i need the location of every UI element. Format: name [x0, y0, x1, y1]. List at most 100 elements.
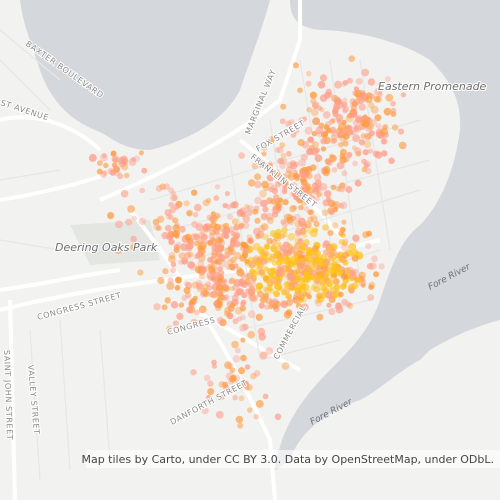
point — [115, 220, 123, 229]
point — [227, 312, 233, 318]
point — [352, 160, 358, 167]
point — [231, 201, 239, 209]
point — [223, 222, 230, 229]
point — [303, 206, 309, 212]
point — [238, 367, 246, 375]
point — [184, 251, 192, 259]
point — [238, 385, 243, 391]
point — [281, 232, 288, 238]
point — [323, 190, 332, 198]
point — [191, 189, 198, 196]
point — [293, 213, 301, 221]
point — [250, 270, 258, 278]
point — [304, 292, 310, 298]
point — [360, 119, 367, 127]
point — [288, 119, 296, 127]
point — [133, 155, 141, 162]
point — [130, 235, 137, 243]
point — [341, 243, 349, 252]
point — [229, 286, 235, 291]
point — [247, 282, 253, 288]
point — [229, 367, 236, 373]
point — [336, 101, 345, 110]
point — [330, 184, 337, 190]
point — [232, 395, 238, 401]
point — [238, 152, 246, 160]
point — [273, 194, 280, 201]
point — [170, 190, 177, 196]
point — [342, 140, 349, 147]
point — [254, 180, 262, 189]
point — [333, 284, 341, 291]
point — [290, 255, 298, 264]
point — [314, 278, 321, 284]
point — [223, 233, 230, 240]
point — [397, 128, 405, 135]
point — [365, 96, 373, 104]
point — [155, 185, 163, 192]
point — [269, 168, 276, 174]
point — [232, 231, 241, 240]
point — [337, 142, 344, 148]
point — [200, 244, 207, 251]
point — [307, 209, 315, 216]
point — [224, 191, 230, 197]
point — [266, 237, 273, 245]
point — [313, 286, 321, 293]
point — [232, 355, 241, 363]
point — [304, 126, 313, 135]
point — [305, 254, 312, 260]
point — [226, 258, 234, 266]
point — [314, 195, 320, 202]
point — [255, 313, 263, 321]
point — [203, 374, 211, 382]
point — [336, 161, 345, 170]
point — [371, 255, 378, 262]
point — [217, 277, 223, 283]
point — [255, 233, 261, 239]
point — [319, 74, 328, 82]
point — [227, 245, 234, 253]
point — [208, 265, 216, 274]
point — [347, 302, 354, 309]
point — [167, 277, 174, 284]
point — [325, 279, 334, 287]
point — [286, 150, 292, 157]
point — [320, 138, 327, 145]
point — [153, 303, 161, 311]
point — [139, 187, 145, 194]
point — [321, 265, 329, 273]
point — [306, 106, 312, 113]
point — [253, 370, 261, 377]
point — [288, 274, 296, 282]
point — [297, 87, 303, 94]
point — [310, 229, 318, 238]
point — [365, 167, 372, 175]
point — [168, 201, 174, 208]
point — [335, 185, 342, 192]
point — [282, 189, 288, 195]
point — [233, 263, 239, 269]
point — [242, 221, 250, 229]
point — [316, 191, 322, 198]
point — [165, 213, 172, 220]
point — [240, 354, 247, 362]
point — [186, 241, 194, 250]
point — [310, 215, 318, 223]
point — [312, 117, 321, 126]
point — [206, 285, 213, 291]
point — [353, 124, 362, 133]
point — [254, 217, 261, 224]
point — [333, 102, 341, 110]
point — [244, 204, 250, 210]
point — [348, 243, 357, 251]
point — [276, 242, 282, 247]
point — [240, 301, 246, 307]
point — [198, 305, 207, 314]
point — [229, 375, 237, 383]
point — [360, 133, 367, 139]
point — [194, 265, 203, 274]
point — [348, 288, 355, 294]
point — [370, 105, 379, 114]
point — [319, 94, 328, 102]
